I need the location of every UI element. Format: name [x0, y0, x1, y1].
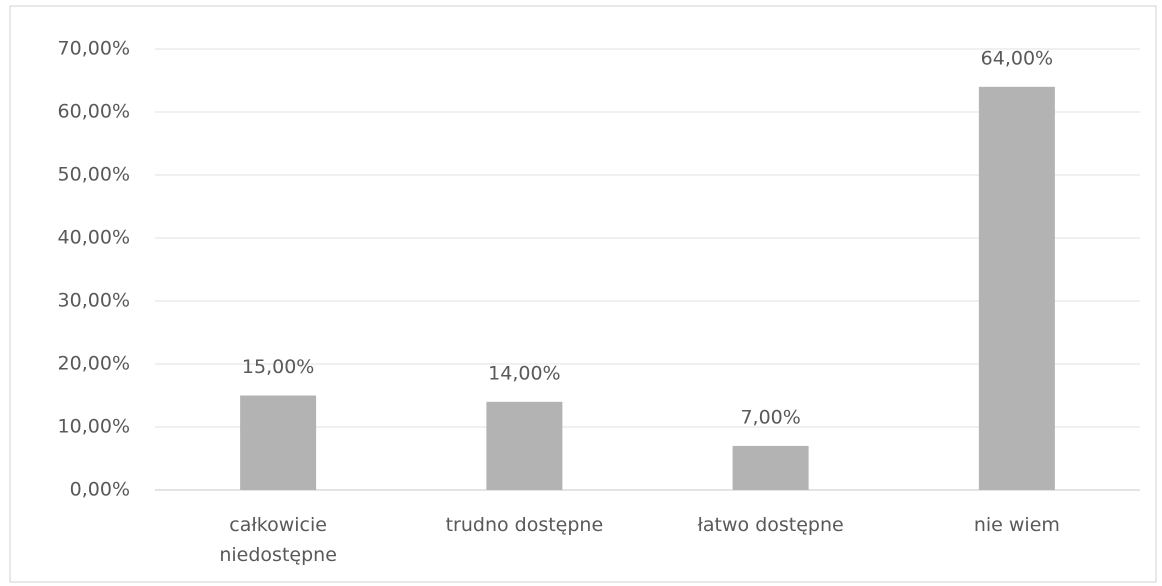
y-tick-label: 0,00% — [70, 479, 130, 501]
data-label: 7,00% — [740, 406, 800, 428]
bar — [732, 445, 809, 490]
y-tick-label: 20,00% — [58, 353, 130, 375]
bar — [486, 401, 563, 490]
bar — [240, 395, 317, 490]
y-tick-label: 60,00% — [58, 101, 130, 123]
y-tick-label: 50,00% — [58, 164, 130, 186]
y-tick-label: 70,00% — [58, 38, 130, 60]
x-tick-label: trudno dostępne — [445, 514, 604, 536]
data-label: 14,00% — [488, 362, 560, 384]
y-tick-label: 30,00% — [58, 290, 130, 312]
data-label: 64,00% — [981, 47, 1053, 69]
bar — [978, 86, 1055, 491]
data-label: 15,00% — [242, 356, 314, 378]
x-tick-label: łatwo dostępne — [697, 514, 844, 536]
x-tick-label: nie wiem — [973, 514, 1060, 536]
chart-border — [9, 5, 1157, 583]
y-tick-label: 40,00% — [58, 227, 130, 249]
x-tick-label: całkowicie niedostępne — [219, 514, 337, 566]
y-tick-label: 10,00% — [58, 416, 130, 438]
